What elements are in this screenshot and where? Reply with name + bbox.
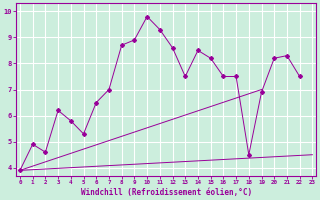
X-axis label: Windchill (Refroidissement éolien,°C): Windchill (Refroidissement éolien,°C): [81, 188, 252, 197]
